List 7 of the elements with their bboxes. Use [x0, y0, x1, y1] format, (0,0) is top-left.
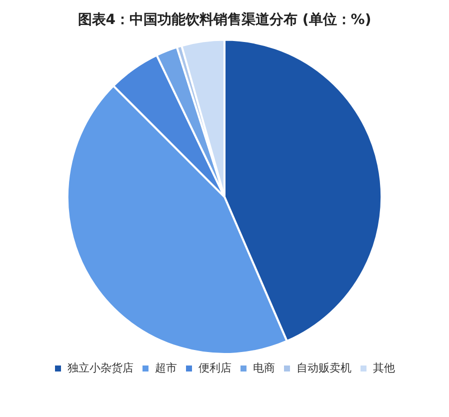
chart-title: 图表4：中国功能饮料销售渠道分布 (单位：%) [78, 11, 372, 28]
legend-label: 其他 [373, 361, 395, 374]
legend-label: 便利店 [198, 361, 232, 374]
legend-label: 自动贩卖机 [296, 361, 352, 374]
legend-label: 电商 [253, 361, 275, 374]
legend-label: 独立小杂货店 [68, 361, 134, 374]
legend-label: 超市 [155, 361, 177, 374]
